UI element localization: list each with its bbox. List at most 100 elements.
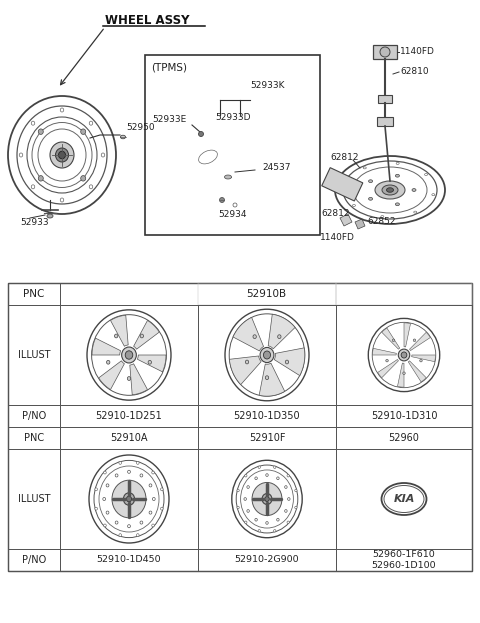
Bar <box>322 168 363 201</box>
Ellipse shape <box>136 534 139 536</box>
Ellipse shape <box>127 377 131 381</box>
Ellipse shape <box>396 163 399 164</box>
Polygon shape <box>382 328 400 350</box>
Bar <box>8 283 472 571</box>
Text: 52910-1D310: 52910-1D310 <box>371 411 437 421</box>
Ellipse shape <box>81 176 86 181</box>
Ellipse shape <box>119 462 121 464</box>
Bar <box>198 427 336 449</box>
Ellipse shape <box>274 466 276 468</box>
Bar <box>336 449 472 549</box>
Ellipse shape <box>276 477 279 480</box>
Text: 52910-2G900: 52910-2G900 <box>235 556 300 564</box>
Text: 52933K: 52933K <box>250 80 285 90</box>
Text: 62812: 62812 <box>330 153 359 161</box>
Ellipse shape <box>140 334 144 338</box>
Bar <box>60 305 198 405</box>
Text: 52933E: 52933E <box>152 115 186 125</box>
Polygon shape <box>99 361 124 389</box>
Bar <box>60 549 198 571</box>
Ellipse shape <box>160 488 163 491</box>
Text: KIA: KIA <box>393 494 415 504</box>
Ellipse shape <box>101 153 105 157</box>
Ellipse shape <box>126 496 132 502</box>
Ellipse shape <box>149 511 152 514</box>
Ellipse shape <box>276 518 279 521</box>
Ellipse shape <box>352 204 356 206</box>
Ellipse shape <box>401 352 407 358</box>
Polygon shape <box>137 355 166 372</box>
Ellipse shape <box>252 482 282 516</box>
Ellipse shape <box>247 486 249 488</box>
Ellipse shape <box>31 185 35 189</box>
Ellipse shape <box>148 360 152 364</box>
Polygon shape <box>259 363 285 396</box>
Ellipse shape <box>106 484 109 487</box>
Ellipse shape <box>413 339 416 341</box>
Ellipse shape <box>81 129 86 135</box>
Ellipse shape <box>386 359 388 362</box>
Bar <box>336 405 472 427</box>
Text: ILLUST: ILLUST <box>18 494 50 504</box>
Ellipse shape <box>432 194 435 196</box>
Ellipse shape <box>258 530 261 532</box>
Ellipse shape <box>369 180 372 183</box>
Ellipse shape <box>19 153 23 157</box>
Ellipse shape <box>104 471 106 474</box>
Ellipse shape <box>107 360 110 364</box>
Ellipse shape <box>414 211 417 213</box>
Text: 52910B: 52910B <box>246 289 286 299</box>
Ellipse shape <box>60 198 64 202</box>
Text: 1140FD: 1140FD <box>320 234 355 242</box>
Ellipse shape <box>396 203 399 206</box>
Bar <box>8 305 60 405</box>
Text: 52934: 52934 <box>219 210 247 219</box>
Ellipse shape <box>369 197 372 200</box>
Text: 24537: 24537 <box>262 163 290 173</box>
Ellipse shape <box>245 360 249 364</box>
Text: 52910-1D350: 52910-1D350 <box>234 411 300 421</box>
Ellipse shape <box>398 349 410 361</box>
Bar <box>198 305 336 405</box>
Bar <box>198 549 336 571</box>
Ellipse shape <box>121 347 136 363</box>
Bar <box>8 449 60 549</box>
Bar <box>336 427 472 449</box>
Ellipse shape <box>38 176 43 181</box>
Ellipse shape <box>285 486 287 488</box>
Ellipse shape <box>403 372 405 374</box>
Ellipse shape <box>382 185 398 195</box>
Ellipse shape <box>237 506 239 509</box>
Ellipse shape <box>38 129 43 135</box>
Ellipse shape <box>264 497 269 502</box>
Ellipse shape <box>264 351 271 359</box>
Polygon shape <box>268 314 295 349</box>
Ellipse shape <box>56 148 69 162</box>
Ellipse shape <box>95 488 97 491</box>
Ellipse shape <box>258 466 261 468</box>
Text: 1140FD: 1140FD <box>400 47 435 57</box>
Ellipse shape <box>412 189 416 191</box>
Ellipse shape <box>149 484 152 487</box>
Text: P/NO: P/NO <box>22 555 46 565</box>
Bar <box>8 405 60 427</box>
Ellipse shape <box>255 477 257 480</box>
Text: WHEEL ASSY: WHEEL ASSY <box>105 14 190 27</box>
Ellipse shape <box>50 142 74 168</box>
Bar <box>336 549 472 571</box>
Polygon shape <box>408 361 426 382</box>
Bar <box>145 55 320 235</box>
Ellipse shape <box>153 497 155 500</box>
Ellipse shape <box>244 498 246 500</box>
Ellipse shape <box>136 462 139 464</box>
Bar <box>198 283 336 305</box>
Polygon shape <box>404 323 410 347</box>
Ellipse shape <box>160 507 163 510</box>
Polygon shape <box>92 338 120 355</box>
Ellipse shape <box>285 360 288 364</box>
Ellipse shape <box>382 483 427 515</box>
Bar <box>8 427 60 449</box>
Ellipse shape <box>95 507 97 510</box>
Ellipse shape <box>115 521 118 524</box>
Polygon shape <box>372 348 396 355</box>
